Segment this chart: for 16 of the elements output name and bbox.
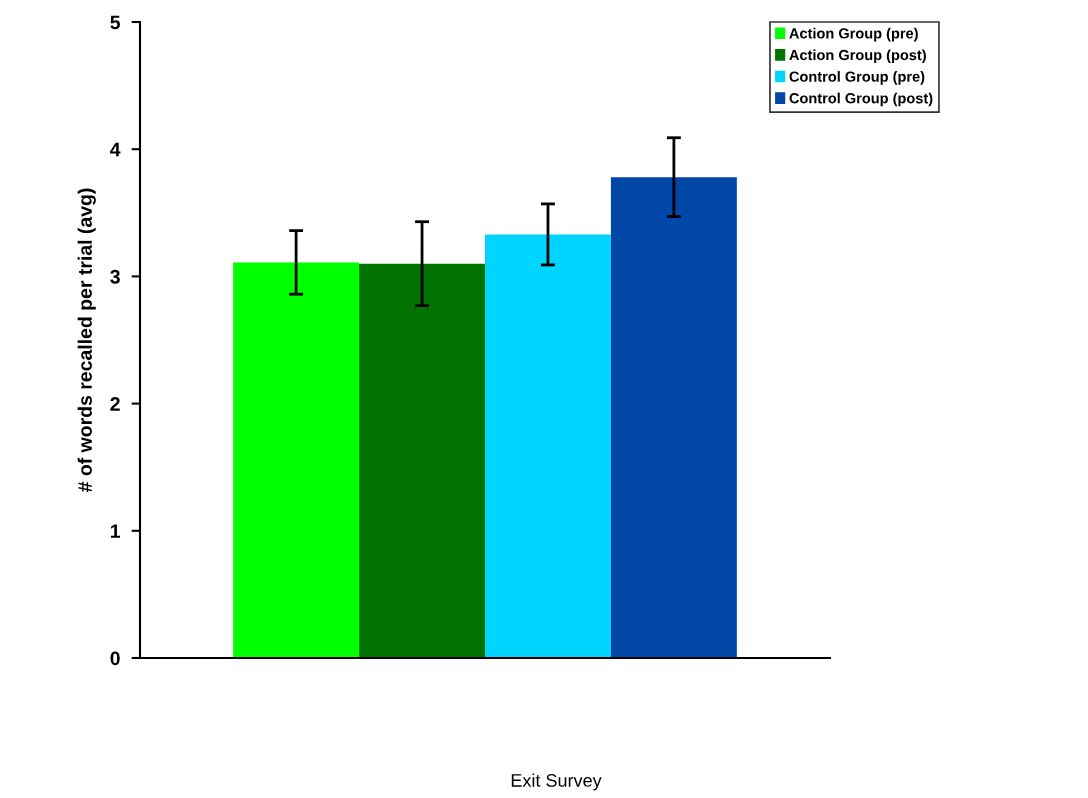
y-tick-label: 5	[110, 15, 121, 30]
y-tick-label: 4	[110, 142, 121, 157]
bar	[485, 234, 611, 658]
legend-label: Action Group (pre)	[789, 27, 918, 42]
y-tick-label: 3	[110, 269, 120, 284]
text: Exit Survey	[511, 773, 602, 791]
bar	[359, 263, 485, 658]
y-tick-label: 1	[110, 524, 121, 538]
bar	[233, 262, 360, 658]
y-tick-label: 2	[110, 397, 120, 411]
y-axis-title: # of words recalled per trial (avg)	[77, 188, 96, 493]
bar	[610, 177, 737, 658]
y-tick-label: 0	[110, 651, 120, 666]
legend-label: Control Group (post)	[789, 92, 933, 107]
legend-label: Control Group (pre)	[789, 71, 925, 85]
legend-label: Action Group (post)	[789, 49, 926, 64]
